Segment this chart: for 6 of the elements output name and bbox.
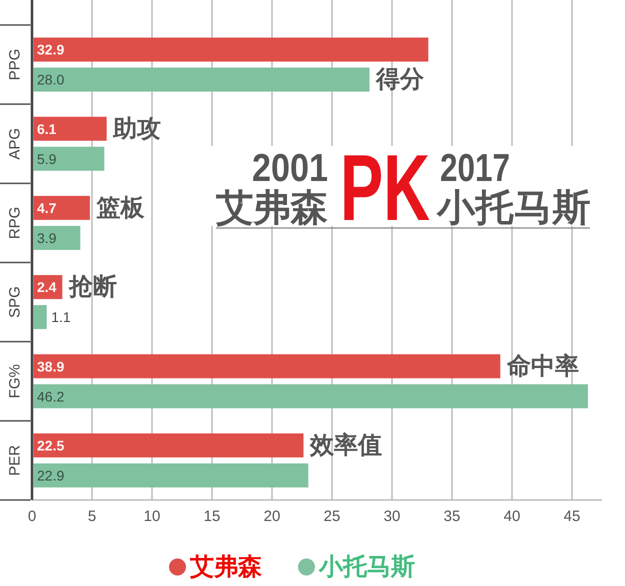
- annotation: 命中率: [506, 352, 579, 380]
- annotation: 篮板: [96, 194, 144, 222]
- annotation: 得分: [376, 66, 424, 94]
- annotation: 抢断: [68, 274, 117, 301]
- annotation: 助攻: [113, 115, 162, 142]
- annotation: 效率值: [310, 432, 382, 459]
